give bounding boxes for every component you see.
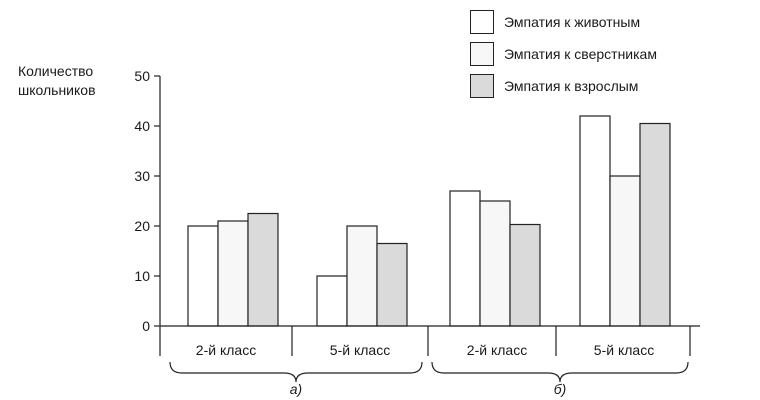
y-axis-title: Количество школьников: [18, 62, 96, 100]
category-label-1-1: 2-й класс: [196, 342, 256, 358]
category-label-2-2: 5-й класс: [594, 342, 654, 358]
legend-label-adults: Эмпатия к взрослым: [504, 78, 639, 94]
legend-swatch-animals: [470, 10, 494, 34]
y-tick-label-30: 30: [134, 168, 150, 184]
group-label-2: б): [554, 381, 567, 397]
group-brace-b: [431, 361, 689, 383]
bar-animals-1: [187, 225, 219, 327]
bar-animals-3: [449, 190, 481, 327]
bar-adults-3: [509, 223, 541, 327]
group-label-1: а): [290, 381, 302, 397]
y-axis-title-line-2: школьников: [18, 82, 96, 98]
bar-animals-2: [316, 275, 348, 327]
category-label-2-1: 2-й класс: [467, 342, 527, 358]
bar-peers-2: [346, 225, 378, 327]
y-axis-title-line-1: Количество: [18, 63, 94, 79]
bar-adults-1: [247, 212, 279, 327]
y-tick-label-50: 50: [134, 68, 150, 84]
bar-adults-4: [639, 122, 671, 327]
legend-label-peers: Эмпатия к сверстникам: [504, 46, 657, 62]
bar-animals-4: [579, 115, 611, 327]
y-tick-label-10: 10: [134, 268, 150, 284]
y-tick-label-0: 0: [142, 318, 150, 334]
group-brace-a: [169, 361, 423, 383]
category-label-1-2: 5-й класс: [330, 342, 390, 358]
y-tick-label-20: 20: [134, 218, 150, 234]
legend-label-animals: Эмпатия к животным: [504, 14, 641, 30]
bar-peers-1: [217, 220, 249, 327]
bar-peers-4: [609, 175, 641, 327]
y-tick-label-40: 40: [134, 118, 150, 134]
legend-swatch-peers: [470, 42, 494, 66]
legend-swatch-adults: [470, 74, 494, 98]
bar-adults-2: [376, 242, 408, 327]
bar-peers-3: [479, 200, 511, 327]
